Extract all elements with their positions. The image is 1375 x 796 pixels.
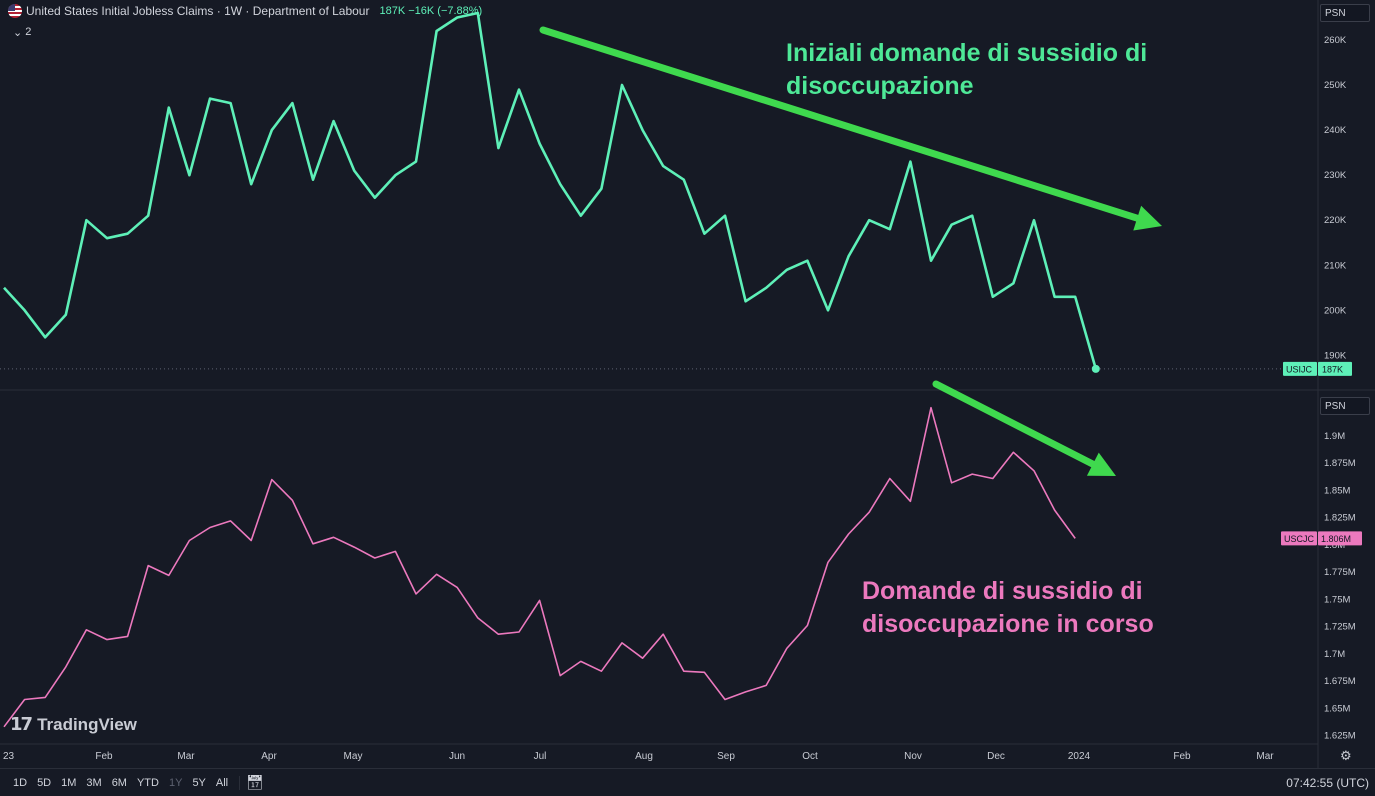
y-tick-label-bottom: 1.65M [1324, 703, 1350, 714]
toolbar-divider [239, 775, 241, 790]
x-tick-label: Dec [987, 751, 1005, 762]
x-tick-label: 23 [3, 751, 15, 762]
x-tick-label: Mar [177, 751, 195, 762]
range-5y-button[interactable]: 5Y [192, 776, 206, 789]
symbol-badge-continuing-claims [1281, 531, 1317, 546]
trend-arrow-top-shaft [539, 26, 1141, 222]
trend-arrow-bottom-shaft [932, 380, 1097, 468]
annotation-line: Iniziali domande di sussidio di [786, 39, 1148, 67]
x-tick-label: Sep [717, 751, 735, 762]
y-tick-label-bottom: 1.9M [1324, 431, 1345, 442]
x-tick-label: 2024 [1068, 751, 1091, 762]
range-1y-button[interactable]: 1Y [168, 776, 183, 789]
trend-arrow-top-head [1133, 205, 1162, 231]
y-tick-label-top: 250K [1324, 80, 1347, 91]
last-value-badge-text: 187K [1322, 364, 1343, 374]
clock-readout: 07:42:55 (UTC) [1286, 776, 1369, 790]
series-line-continuing-claims [3, 406, 1076, 728]
y-tick-label-bottom: 1.875M [1324, 458, 1356, 469]
last-value-badge-initial-claims [1318, 361, 1352, 376]
settings-gear-icon[interactable]: ⚙ [1340, 748, 1352, 763]
range-ytd-button[interactable]: YTD [136, 776, 159, 789]
y-tick-label-top: 190K [1324, 350, 1347, 361]
x-tick-label: Oct [802, 751, 818, 762]
trend-arrow-bottom-head [1086, 452, 1116, 476]
last-value-badge-text: 1.806M [1321, 534, 1351, 544]
tradingview-wordmark: TradingView [37, 714, 137, 734]
chart-background [0, 0, 1375, 768]
chevron-down-icon: ⌄ [13, 26, 23, 39]
x-tick-label: Jul [534, 751, 547, 762]
annotation-line: disoccupazione in corso [862, 610, 1154, 638]
us-flag-icon [8, 4, 22, 18]
y-tick-label-top: 210K [1324, 260, 1347, 271]
last-value-badge-continuing-claims [1318, 531, 1362, 546]
series-line-initial-claims [3, 11, 1098, 370]
bottom-toolbar: 1D 5D 1M 3M 6M YTD 1Y 5Y All 📅︎ 07:42:55… [0, 768, 1375, 796]
y-tick-label-bottom: 1.85M [1324, 485, 1350, 496]
symbol-badge-initial-claims [1283, 361, 1317, 376]
symbol-badge-text: USCJC [1284, 534, 1315, 544]
x-tick-label: Feb [1173, 751, 1191, 762]
y-tick-label-bottom: 1.75M [1324, 594, 1350, 605]
range-3m-button[interactable]: 3M [86, 776, 102, 789]
annotation-continuing-claims: Domande di sussidio di disoccupazione in… [862, 575, 1154, 641]
annotation-line: Domande di sussidio di [862, 577, 1143, 605]
y-tick-label-top: 200K [1324, 305, 1347, 316]
y-tick-label-bottom: 1.725M [1324, 622, 1356, 633]
y-tick-label-top: 260K [1324, 35, 1347, 46]
y-tick-label-bottom: 1.825M [1324, 513, 1356, 524]
range-6m-button[interactable]: 6M [111, 776, 127, 789]
last-value-readout: 187K −16K (−7.88%) [379, 5, 483, 17]
x-tick-label: Aug [635, 751, 653, 762]
y-tick-label-bottom: 1.775M [1324, 567, 1356, 578]
x-tick-label: May [344, 751, 363, 762]
range-5d-button[interactable]: 5D [37, 776, 52, 789]
chart-header: United States Initial Jobless Claims · 1… [8, 3, 482, 19]
y-tick-label-top: 220K [1324, 215, 1347, 226]
x-tick-label: Jun [449, 751, 465, 762]
x-tick-label: Apr [261, 751, 277, 762]
y-tick-label-top: 230K [1324, 170, 1347, 181]
symbol-badge-text: USIJC [1286, 364, 1313, 374]
y-tick-label-bottom: 1.8M [1324, 540, 1345, 551]
y-tick-label-bottom: 1.675M [1324, 676, 1356, 687]
annotation-line: disoccupazione [786, 72, 974, 100]
range-all-button[interactable]: All [215, 776, 229, 789]
price-scale-mode-top[interactable]: PSN [1320, 4, 1370, 22]
x-tick-label: Mar [1256, 751, 1274, 762]
y-tick-label-bottom: 1.625M [1324, 730, 1356, 741]
chart-title: United States Initial Jobless Claims · 1… [26, 4, 370, 18]
x-tick-label: Feb [95, 751, 113, 762]
range-1d-button[interactable]: 1D [13, 776, 28, 789]
range-1m-button[interactable]: 1M [61, 776, 77, 789]
y-tick-label-top: 240K [1324, 125, 1347, 136]
indicator-count: 2 [25, 26, 32, 38]
price-scale-mode-bottom[interactable]: PSN [1320, 397, 1370, 415]
y-tick-label-bottom: 1.7M [1324, 649, 1345, 660]
tradingview-logo: 𝟭𝟳 TradingView [10, 714, 137, 735]
x-tick-label: Nov [904, 751, 922, 762]
collapse-indicators-button[interactable]: ⌄ 2 [9, 24, 35, 40]
date-range-calendar-icon[interactable]: 📅︎ [246, 774, 264, 790]
last-point-marker [1091, 364, 1100, 373]
annotation-initial-claims: Iniziali domande di sussidio di disoccup… [786, 37, 1147, 103]
tradingview-mark-icon: 𝟭𝟳 [10, 714, 33, 734]
